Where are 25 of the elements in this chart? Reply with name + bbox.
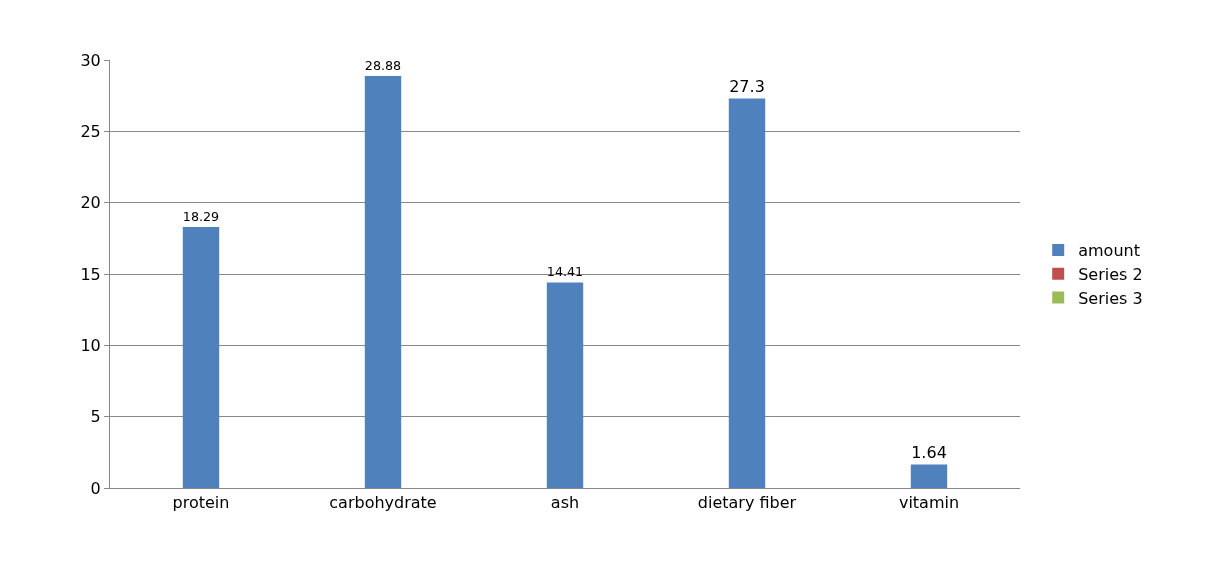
data-label: 18.29	[182, 208, 220, 224]
x-tick-label: carbohydrate	[329, 493, 437, 513]
bar	[546, 282, 584, 488]
data-label: 1.64	[911, 442, 947, 462]
bar	[182, 227, 220, 488]
x-tick-label: dietary fiber	[697, 493, 797, 513]
bar	[910, 464, 948, 488]
data-label: 28.88	[364, 57, 402, 73]
y-tick-label: 0	[90, 478, 101, 498]
legend-label: Series 3	[1078, 288, 1143, 308]
legend-label: amount	[1078, 241, 1140, 261]
y-tick-label: 15	[80, 264, 101, 284]
data-label: 27.3	[729, 76, 765, 96]
y-tick-label: 5	[90, 407, 101, 427]
y-tick-label: 25	[80, 121, 101, 141]
y-tick-label: 10	[80, 335, 101, 355]
bar	[364, 75, 402, 488]
data-label: 14.41	[546, 264, 584, 280]
legend-label: Series 2	[1078, 264, 1143, 284]
x-tick-label: ash	[550, 493, 580, 513]
x-tick-label: vitamin	[898, 493, 960, 513]
y-tick-label: 30	[80, 50, 101, 70]
y-tick-label: 20	[80, 193, 101, 213]
bar	[728, 98, 766, 488]
x-tick-label: protein	[172, 493, 230, 513]
